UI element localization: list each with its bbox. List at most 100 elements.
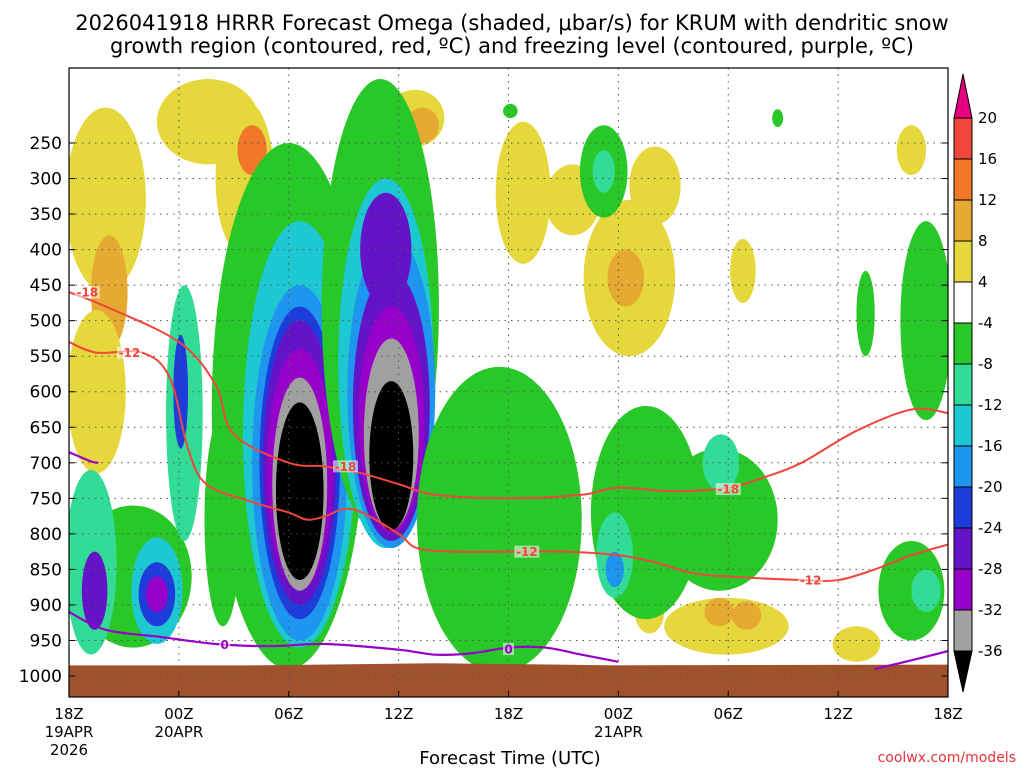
y-tick-label-500: 500 bbox=[30, 312, 62, 332]
omega-cell-45 bbox=[416, 366, 582, 673]
omega-cell-2 bbox=[69, 310, 126, 474]
x-tick-year-0: 2026 bbox=[50, 741, 88, 759]
colorbar-bottom-arrow bbox=[953, 650, 973, 693]
colorbar-bin-0 bbox=[953, 117, 973, 160]
contour-label-5: -12 bbox=[800, 574, 822, 588]
y-tick-label-750: 750 bbox=[30, 489, 62, 509]
contour-label-bg-5 bbox=[798, 574, 824, 587]
contour-label-bg-3 bbox=[715, 483, 741, 496]
contour-label-6: 0 bbox=[220, 638, 228, 652]
omega-cell-58 bbox=[772, 109, 784, 128]
colorbar-bin-10 bbox=[953, 527, 973, 570]
omega-cell-16 bbox=[832, 626, 881, 662]
omega-cell-19 bbox=[730, 238, 756, 303]
x-tick-date-30: 21APR bbox=[594, 723, 643, 741]
omega-cell-0 bbox=[69, 107, 146, 293]
omega-cell-51 bbox=[605, 551, 624, 588]
contour-label-bg-0 bbox=[74, 286, 100, 299]
colorbar-bin-5 bbox=[953, 322, 973, 365]
y-axis: 250 300 350 400 450 500 550 600 650 700 750 800 850 9… bbox=[19, 134, 948, 687]
colorbar-label-4: 4 bbox=[978, 273, 988, 291]
y-tick-label-950: 950 bbox=[30, 631, 62, 651]
contour-label-bg-1 bbox=[116, 346, 142, 359]
chart-title-line-2: growth region (contoured, red, ºC) and f… bbox=[110, 34, 914, 58]
x-tick-date-0: 19APR bbox=[45, 723, 94, 741]
colorbar-bin-6 bbox=[953, 363, 973, 406]
contour-label-bg-6 bbox=[219, 638, 231, 651]
omega-cell-54 bbox=[900, 221, 948, 421]
freezing-contour-0 bbox=[69, 611, 619, 663]
omega-cell-59 bbox=[503, 103, 518, 119]
omega-cell-46 bbox=[435, 540, 491, 641]
y-tick-label-1000: 1000 bbox=[19, 667, 62, 687]
contour-lines bbox=[69, 291, 948, 670]
colorbar-bin-9 bbox=[953, 486, 973, 529]
omega-cell-44 bbox=[360, 192, 412, 307]
omega-cell-56 bbox=[878, 540, 945, 641]
contour-label-2: -18 bbox=[335, 460, 357, 474]
colorbar-label-8: -16 bbox=[978, 437, 1003, 455]
contour-label-bg-7 bbox=[503, 642, 514, 655]
x-tick-label-30: 00Z bbox=[604, 705, 633, 723]
colorbar-bin-3 bbox=[953, 240, 973, 283]
x-tick-label-48: 18Z bbox=[933, 705, 962, 723]
y-tick-label-900: 900 bbox=[30, 596, 62, 616]
y-tick-label-300: 300 bbox=[30, 170, 62, 190]
omega-cell-48 bbox=[592, 150, 615, 193]
omega-cell-10 bbox=[607, 249, 645, 307]
contour-label-3: -18 bbox=[717, 483, 739, 497]
colorbar-label-2: 12 bbox=[978, 191, 997, 209]
colorbar-label-13: -36 bbox=[978, 642, 1003, 660]
colorbar-label-9: -20 bbox=[978, 478, 1003, 496]
contour-label-7: 0 bbox=[504, 642, 512, 656]
contour-label-bg-2 bbox=[333, 460, 359, 473]
y-tick-label-800: 800 bbox=[30, 525, 62, 545]
x-tick-label-12: 06Z bbox=[274, 705, 303, 723]
credit-label[interactable]: coolwx.com/models bbox=[878, 750, 1016, 766]
x-axis-title: Forecast Time (UTC) bbox=[419, 748, 600, 768]
colorbar-label-11: -28 bbox=[978, 560, 1003, 578]
colorbar-bin-12 bbox=[953, 609, 973, 652]
omega-cell-25 bbox=[145, 576, 168, 613]
y-tick-label-400: 400 bbox=[30, 241, 62, 261]
y-tick-label-350: 350 bbox=[30, 205, 62, 225]
omega-cell-36 bbox=[275, 402, 324, 581]
y-tick-label-450: 450 bbox=[30, 276, 62, 296]
omega-cell-12 bbox=[629, 146, 681, 225]
colorbar-label-6: -8 bbox=[978, 355, 993, 373]
colorbar-bin-1 bbox=[953, 158, 973, 201]
contour-labels: -18 -12 -18 -18 -12 -12 0 0 bbox=[74, 286, 824, 656]
contour-label-1: -12 bbox=[119, 346, 141, 360]
chart-title-line-1: 2026041918 HRRR Forecast Omega (shaded, … bbox=[75, 11, 948, 35]
x-tick-label-18: 12Z bbox=[384, 705, 413, 723]
omega-cell-57 bbox=[911, 569, 941, 613]
x-tick-date-6: 20APR bbox=[154, 723, 203, 741]
colorbar: 20 16 12 8 4 -4 -8 -12 -16 -20 -24 -28 -32 -36 bbox=[953, 73, 1003, 693]
colorbar-bin-7 bbox=[953, 404, 973, 447]
x-tick-label-6: 00Z bbox=[164, 705, 193, 723]
colorbar-label-5: -4 bbox=[978, 314, 993, 332]
colorbar-label-10: -24 bbox=[978, 519, 1003, 537]
omega-cell-43 bbox=[369, 381, 414, 531]
contour-label-bg-4 bbox=[514, 545, 540, 558]
colorbar-label-1: 16 bbox=[978, 150, 997, 168]
y-tick-label-250: 250 bbox=[30, 134, 62, 154]
contour-label-4: -12 bbox=[516, 545, 538, 559]
y-tick-label-700: 700 bbox=[30, 454, 62, 474]
y-tick-label-550: 550 bbox=[30, 347, 62, 367]
contour-label-0: -18 bbox=[76, 286, 98, 300]
colorbar-label-7: -12 bbox=[978, 396, 1003, 414]
x-tick-label-0: 18Z bbox=[54, 705, 83, 723]
colorbar-top-arrow bbox=[953, 73, 973, 119]
omega-cell-14 bbox=[704, 597, 734, 627]
y-tick-label-850: 850 bbox=[30, 560, 62, 580]
freezing-contour-1 bbox=[69, 451, 99, 464]
freezing-contour-2 bbox=[874, 650, 948, 670]
colorbar-bin-8 bbox=[953, 445, 973, 488]
omega-cell-15 bbox=[731, 601, 762, 630]
omega-shading bbox=[69, 79, 948, 673]
y-tick-label-650: 650 bbox=[30, 418, 62, 438]
colorbar-bin-4 bbox=[953, 281, 973, 324]
